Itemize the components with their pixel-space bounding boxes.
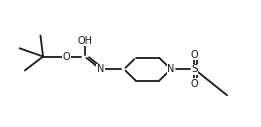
Text: N: N xyxy=(97,64,104,74)
Text: O: O xyxy=(191,79,198,89)
Text: S: S xyxy=(191,64,198,74)
Text: O: O xyxy=(191,50,198,60)
Text: O: O xyxy=(63,52,70,61)
Text: OH: OH xyxy=(77,36,92,46)
Text: N: N xyxy=(167,64,175,74)
